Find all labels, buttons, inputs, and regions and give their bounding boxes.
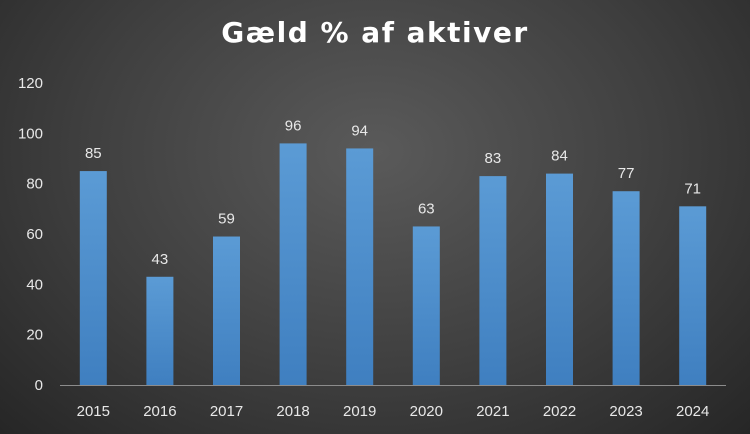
x-tick-label: 2019 [343,403,376,420]
bar-2023 [612,191,640,385]
bar-2017 [213,236,240,385]
y-tick-label: 120 [18,75,43,92]
x-tick-label: 2021 [476,403,509,420]
y-axis: 0 20 40 60 80 100 120 [18,75,43,394]
x-tick-label: 2015 [77,403,110,420]
y-tick-label: 100 [18,125,43,142]
bar-2022 [546,173,573,385]
data-label-2022: 84 [551,148,568,165]
data-label-2015: 85 [85,145,102,162]
y-tick-label: 40 [26,276,43,293]
y-tick-label: 0 [35,377,43,394]
x-tick-label: 2024 [676,403,709,420]
bar-2020 [412,226,440,385]
bar-2024 [679,206,707,385]
data-label-2016: 43 [152,251,169,268]
x-tick-label: 2016 [143,403,176,420]
bar-2018 [279,143,307,385]
bar-2015 [79,171,107,385]
data-label-2018: 96 [285,117,302,134]
data-label-2021: 83 [485,150,502,167]
y-tick-label: 20 [26,327,43,344]
x-tick-label: 2017 [210,403,243,420]
data-label-2024: 71 [684,180,701,197]
data-label-2023: 77 [618,165,635,182]
data-label-2017: 59 [218,211,235,228]
bars-group [79,143,707,385]
data-label-2020: 63 [418,200,435,217]
y-tick-label: 80 [26,176,43,193]
x-axis: 2015 2016 2017 2018 2019 2020 2021 2022 2023 2024 [77,403,710,420]
x-tick-label: 2022 [543,403,576,420]
x-tick-label: 2020 [410,403,443,420]
bar-2021 [479,176,507,385]
y-tick-label: 60 [26,226,43,243]
data-labels-group: 85 43 59 96 94 63 83 84 77 71 [85,117,701,267]
x-tick-label: 2023 [609,403,642,420]
bar-2019 [346,148,374,385]
data-label-2019: 94 [351,122,368,139]
x-tick-label: 2018 [276,403,309,420]
bar-2016 [146,276,174,385]
chart-title: Gæld % af aktiver [221,16,529,49]
